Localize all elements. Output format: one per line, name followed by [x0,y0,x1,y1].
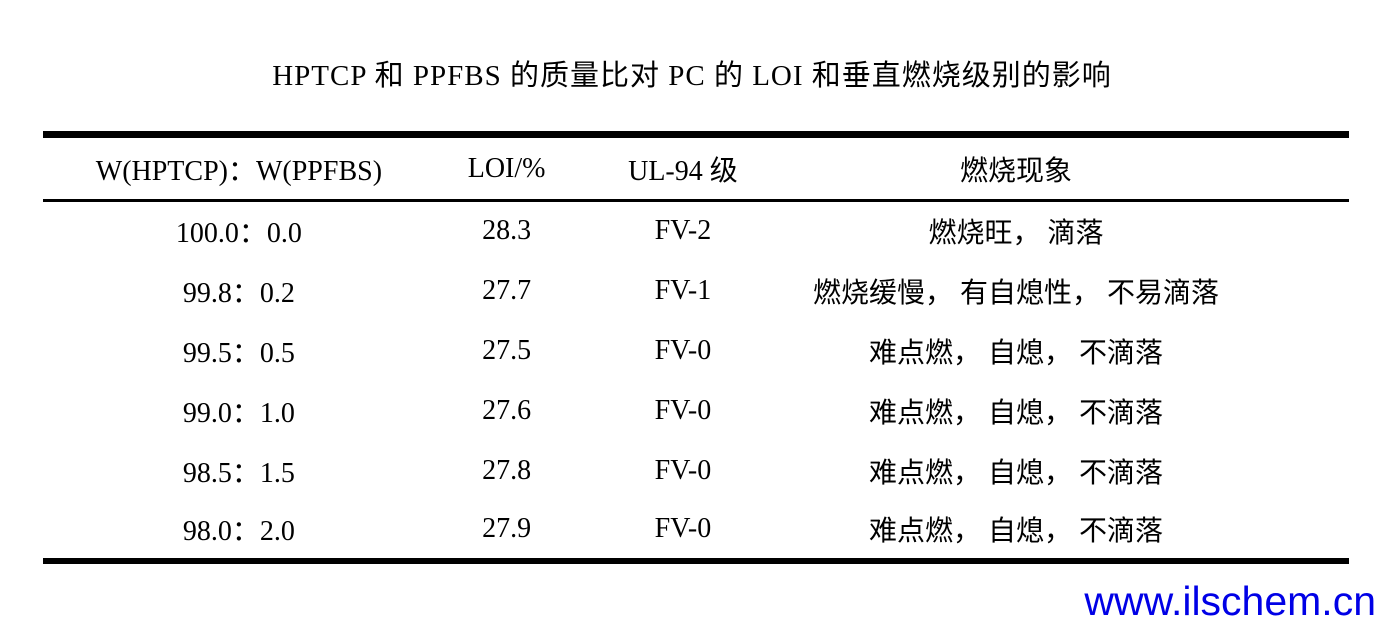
loi-cell: 27.6 [482,394,532,426]
ul94-cell: FV-2 [654,215,712,247]
loi-cell: 28.3 [482,215,532,247]
data-table: W(HPTCP)：W(PPFBS) LOI/% UL-94 级 燃烧现象 100… [43,131,1349,564]
table-row: 98.5：1.5 27.8 FV-0 难点燃， 自熄， 不滴落 [43,441,1349,501]
header-loi: LOI/% [467,152,546,184]
phenomenon-cell: 难点燃， 自熄， 不滴落 [868,457,1163,489]
loi-cell: 27.9 [482,513,532,544]
header-ratio: W(HPTCP)：W(PPFBS) [95,155,383,187]
phenomenon-cell: 难点燃， 自熄， 不滴落 [868,516,1163,547]
phenomenon-cell: 难点燃， 自熄， 不滴落 [868,397,1163,429]
header-ul94: UL-94 级 [628,155,738,187]
loi-cell: 27.7 [482,274,532,306]
phenomenon-cell: 难点燃， 自熄， 不滴落 [868,337,1163,369]
filler-cell [1245,501,1350,561]
ul94-cell: FV-0 [654,454,712,486]
ratio-cell: 99.8：0.2 [182,277,295,309]
ratio-cell: 100.0：0.0 [175,218,302,250]
data-table-container: W(HPTCP)：W(PPFBS) LOI/% UL-94 级 燃烧现象 100… [43,131,1349,564]
ratio-cell: 98.5：1.5 [182,457,295,489]
table-row: 99.0：1.0 27.6 FV-0 难点燃， 自熄， 不滴落 [43,381,1349,441]
watermark-url: www.ilschem.cn [1084,578,1376,624]
table-header-row: W(HPTCP)：W(PPFBS) LOI/% UL-94 级 燃烧现象 [43,135,1349,201]
phenomenon-cell: 燃烧缓慢， 有自熄性， 不易滴落 [812,277,1219,309]
filler-cell [1245,381,1350,441]
ratio-cell: 98.0：2.0 [182,516,295,547]
table-row: 100.0：0.0 28.3 FV-2 燃烧旺， 滴落 [43,201,1349,261]
table-row: 99.5：0.5 27.5 FV-0 难点燃， 自熄， 不滴落 [43,321,1349,381]
ul94-cell: FV-0 [654,394,712,426]
loi-cell: 27.5 [482,334,532,366]
loi-cell: 27.8 [482,454,532,486]
ratio-cell: 99.0：1.0 [182,397,295,429]
ul94-cell: FV-1 [654,274,712,306]
header-phenomenon: 燃烧现象 [959,155,1072,187]
filler-cell [1245,201,1350,261]
header-filler [1245,135,1350,201]
filler-cell [1245,321,1350,381]
ratio-cell: 99.5：0.5 [182,337,295,369]
table-title: HPTCP 和 PPFBS 的质量比对 PC 的 LOI 和垂直燃烧级别的影响 [272,60,1112,92]
phenomenon-cell: 燃烧旺， 滴落 [928,218,1104,250]
table-row: 98.0：2.0 27.9 FV-0 难点燃， 自熄， 不滴落 [43,501,1349,561]
table-row: 99.8：0.2 27.7 FV-1 燃烧缓慢， 有自熄性， 不易滴落 [43,261,1349,321]
filler-cell [1245,261,1350,321]
filler-cell [1245,441,1350,501]
ul94-cell: FV-0 [654,334,712,366]
ul94-cell: FV-0 [654,513,712,544]
